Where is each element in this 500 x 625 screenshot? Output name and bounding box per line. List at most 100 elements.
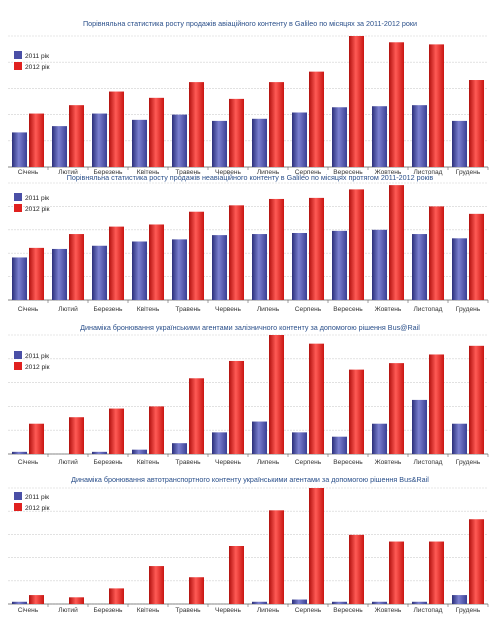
legend-swatch bbox=[14, 62, 22, 70]
x-tick-label: Листопад bbox=[413, 169, 442, 176]
bar-2012 bbox=[269, 198, 284, 300]
bar-2011 bbox=[132, 119, 147, 167]
x-tick-label: Лютий bbox=[58, 305, 78, 313]
bar-2012 bbox=[389, 42, 404, 167]
x-tick-label: Липень bbox=[257, 459, 280, 466]
x-tick-label: Жовтень bbox=[375, 306, 402, 313]
bar-2011 bbox=[412, 105, 427, 167]
bar-2012 bbox=[389, 185, 404, 300]
chart-plot: Січень Лютий Березень Квітень Травень Червень… bbox=[8, 35, 489, 176]
bar-2012 bbox=[149, 406, 164, 454]
legend-label: 2012 рік bbox=[25, 504, 50, 512]
bar-2011 bbox=[52, 248, 67, 300]
bar-2011 bbox=[92, 113, 107, 167]
legend-label: 2011 рік bbox=[25, 52, 49, 60]
bar-2012 bbox=[149, 97, 164, 167]
bar-2012 bbox=[469, 519, 484, 604]
x-tick-label: Серпень bbox=[295, 607, 322, 614]
x-tick-label: Липень bbox=[257, 306, 280, 313]
x-tick-label: Березень bbox=[94, 607, 123, 614]
bar-2012 bbox=[389, 541, 404, 604]
bar-2011 bbox=[372, 423, 387, 454]
x-tick-label: Лютий bbox=[58, 606, 78, 614]
x-tick-label: Січень bbox=[18, 168, 39, 176]
chart-plot: Січень Лютий Березень Квітень Травень Червень… bbox=[8, 182, 489, 313]
legend-label: 2011 рік bbox=[25, 352, 49, 360]
bar-2011 bbox=[12, 451, 27, 454]
chart-title: Динаміка бронювання українськими агентам… bbox=[80, 323, 420, 332]
bar-2011 bbox=[12, 257, 27, 300]
x-tick-label: Вересень bbox=[333, 459, 363, 466]
bar-2012 bbox=[429, 44, 444, 167]
bar-2012 bbox=[29, 113, 44, 167]
x-tick-label: Березень bbox=[94, 306, 123, 313]
x-tick-label: Листопад bbox=[413, 459, 442, 466]
x-tick-label: Травень bbox=[175, 459, 201, 466]
bar-2011 bbox=[292, 112, 307, 167]
x-tick-label: Серпень bbox=[295, 306, 322, 313]
bar-2011 bbox=[412, 234, 427, 300]
bar-2011 bbox=[92, 245, 107, 300]
chart-title: Порівняльна статистика росту продажів не… bbox=[66, 173, 434, 182]
bar-2012 bbox=[29, 247, 44, 300]
x-tick-label: Серпень bbox=[295, 459, 322, 466]
bar-2012 bbox=[309, 71, 324, 167]
legend-swatch bbox=[14, 351, 22, 359]
bar-2012 bbox=[349, 189, 364, 300]
legend-swatch bbox=[14, 51, 22, 59]
legend-label: 2012 рік bbox=[25, 363, 50, 371]
bar-2012 bbox=[229, 546, 244, 604]
bar-2011 bbox=[452, 595, 467, 604]
x-tick-label: Липень bbox=[257, 607, 280, 614]
x-tick-label: Березень bbox=[94, 459, 123, 466]
bar-2011 bbox=[212, 432, 227, 454]
bar-2012 bbox=[69, 597, 84, 604]
bar-2011 bbox=[252, 601, 267, 604]
x-tick-label: Квітень bbox=[137, 606, 160, 614]
x-tick-label: Грудень bbox=[456, 607, 481, 614]
legend-swatch bbox=[14, 362, 22, 370]
legend-swatch bbox=[14, 503, 22, 511]
legend-swatch bbox=[14, 204, 22, 212]
bar-2012 bbox=[309, 197, 324, 300]
bar-2012 bbox=[469, 80, 484, 167]
bar-2012 bbox=[229, 360, 244, 454]
x-tick-label: Березень bbox=[94, 169, 123, 176]
bar-2012 bbox=[29, 595, 44, 604]
bar-2011 bbox=[372, 229, 387, 300]
bar-2012 bbox=[189, 577, 204, 604]
x-tick-label: Січень bbox=[18, 458, 39, 466]
chart-plot: Січень Лютий Березень Квітень Травень Червень… bbox=[8, 334, 489, 466]
x-tick-label: Лютий bbox=[58, 458, 78, 466]
x-tick-label: Грудень bbox=[456, 306, 481, 313]
bar-2011 bbox=[332, 436, 347, 454]
bar-2011 bbox=[412, 399, 427, 454]
bar-2012 bbox=[69, 234, 84, 300]
bar-2012 bbox=[189, 82, 204, 167]
bar-2012 bbox=[109, 408, 124, 454]
x-tick-label: Грудень bbox=[456, 459, 481, 466]
bar-2012 bbox=[229, 98, 244, 167]
bar-2012 bbox=[349, 36, 364, 167]
legend-label: 2012 рік bbox=[25, 205, 50, 213]
bar-2011 bbox=[212, 120, 227, 167]
bar-2011 bbox=[172, 114, 187, 167]
bar-2012 bbox=[349, 369, 364, 454]
bar-2011 bbox=[12, 601, 27, 604]
x-tick-label: Вересень bbox=[333, 169, 363, 176]
bar-2011 bbox=[252, 421, 267, 454]
legend-label: 2011 рік bbox=[25, 194, 49, 202]
bar-2011 bbox=[332, 107, 347, 167]
bar-2011 bbox=[252, 234, 267, 300]
chart-plot: Січень Лютий Березень Квітень Травень Червень… bbox=[8, 487, 489, 614]
x-tick-label: Червень bbox=[215, 607, 241, 614]
legend-swatch bbox=[14, 492, 22, 500]
x-tick-label: Липень bbox=[257, 169, 280, 176]
bar-2011 bbox=[372, 106, 387, 167]
bar-2011 bbox=[452, 423, 467, 454]
bar-2012 bbox=[109, 91, 124, 167]
legend-label: 2011 рік bbox=[25, 493, 49, 501]
bar-2011 bbox=[52, 126, 67, 167]
chart-4: Динаміка бронювання автотранспортного ко… bbox=[0, 470, 500, 620]
chart-1: Порівняльна статистика росту продажів ав… bbox=[0, 14, 500, 182]
